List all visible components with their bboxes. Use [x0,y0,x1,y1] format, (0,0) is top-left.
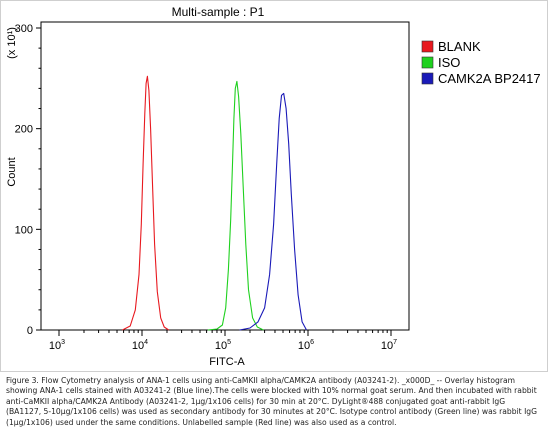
x-tick-label: 105 [215,339,231,352]
x-tick-label: 106 [298,339,314,352]
y-tick-label: 0 [27,325,33,337]
y-axis-label: Count [6,157,18,186]
series-line-2 [239,92,307,331]
y-tick-label: 300 [15,23,33,35]
y-axis: 0 100 200 300 [15,23,41,337]
y-axis-multiplier: (x 10¹) [6,27,18,59]
y-tick-label: 200 [15,124,33,136]
x-axis: 103 104 105 106 107 [49,330,397,352]
legend-swatch [421,40,434,53]
x-tick-label: 103 [49,339,65,352]
chart-title: Multi-sample : P1 [172,5,265,19]
legend-swatch [421,72,434,85]
flow-cytometry-chart: Multi-sample : P1 0 100 200 300 103 104 105 10… [0,0,548,372]
x-tick-label: 104 [132,339,148,352]
x-axis-label: FITC-A [209,356,245,368]
figure-caption: Figure 3. Flow Cytometry analysis of ANA… [6,376,538,427]
legend-label: CAMK2A BP2417 [438,71,541,86]
series-line-1 [207,80,264,331]
legend-label: ISO [438,55,460,70]
x-tick-label: 107 [381,339,397,352]
plot-frame [40,21,410,331]
legend-swatch [421,56,434,69]
series-layer [122,75,307,331]
y-tick-label: 100 [15,224,33,236]
legend-label: BLANK [438,39,481,54]
series-line-0 [122,75,170,331]
